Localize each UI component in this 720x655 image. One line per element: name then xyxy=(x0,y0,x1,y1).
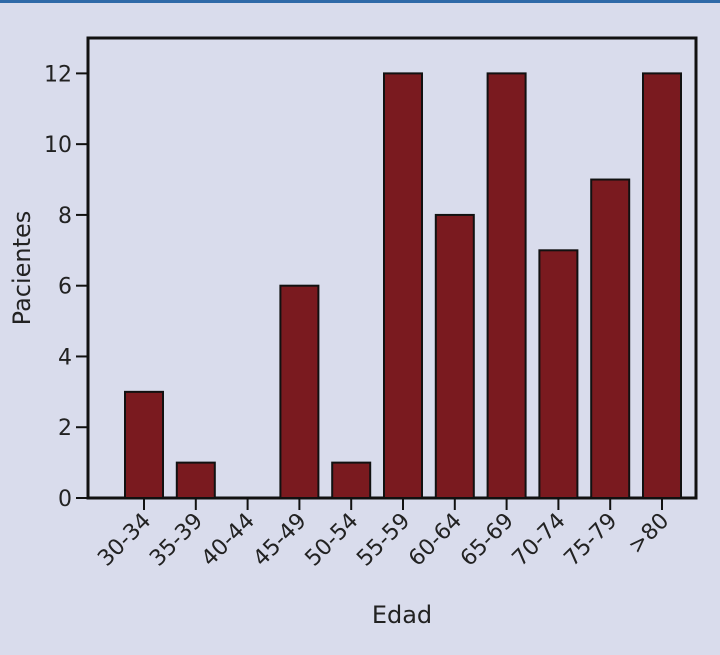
bar-7074 xyxy=(538,249,579,499)
x-tick-label: 75-79 xyxy=(560,509,623,572)
x-axis-title: Edad xyxy=(372,601,432,629)
bar-3034 xyxy=(124,390,164,500)
bar-4549 xyxy=(279,284,320,500)
y-tick-label: 2 xyxy=(58,416,72,441)
x-tick-label: 50-54 xyxy=(301,509,364,572)
y-axis: 0 2 4 6 8 10 12 xyxy=(44,62,88,512)
x-tick-label: 55-59 xyxy=(352,509,415,572)
bar-6064 xyxy=(434,213,475,500)
bar-chart: 0 2 4 6 8 10 12 30-3435-3940-4445-4950-5455-59… xyxy=(8,36,698,629)
bar-6569 xyxy=(486,72,527,499)
bar-5054 xyxy=(331,461,372,500)
x-tick-label: >80 xyxy=(624,509,675,560)
x-tick-label: 40-44 xyxy=(197,509,260,572)
y-tick-label: 8 xyxy=(58,204,72,229)
x-tick-label: 60-64 xyxy=(404,509,467,572)
y-tick-label: 4 xyxy=(58,345,72,370)
y-tick-label: 10 xyxy=(44,133,72,158)
x-axis: 30-3435-3940-4445-4950-5455-5960-6465-69… xyxy=(93,498,674,571)
bar-3539 xyxy=(175,461,216,500)
x-tick-label: 70-74 xyxy=(508,509,571,572)
bar-5559 xyxy=(383,72,423,499)
x-tick-label: 30-34 xyxy=(93,509,156,572)
bar-80 xyxy=(642,72,682,499)
x-tick-label: 45-49 xyxy=(249,509,312,572)
y-tick-label: 12 xyxy=(44,62,72,87)
x-tick-label: 65-69 xyxy=(456,509,519,572)
y-axis-title: Pacientes xyxy=(8,211,36,326)
y-tick-label: 0 xyxy=(58,487,72,512)
bar-7579 xyxy=(590,178,631,500)
bars xyxy=(124,72,682,500)
x-tick-label: 35-39 xyxy=(145,509,208,572)
y-tick-label: 6 xyxy=(58,275,72,300)
